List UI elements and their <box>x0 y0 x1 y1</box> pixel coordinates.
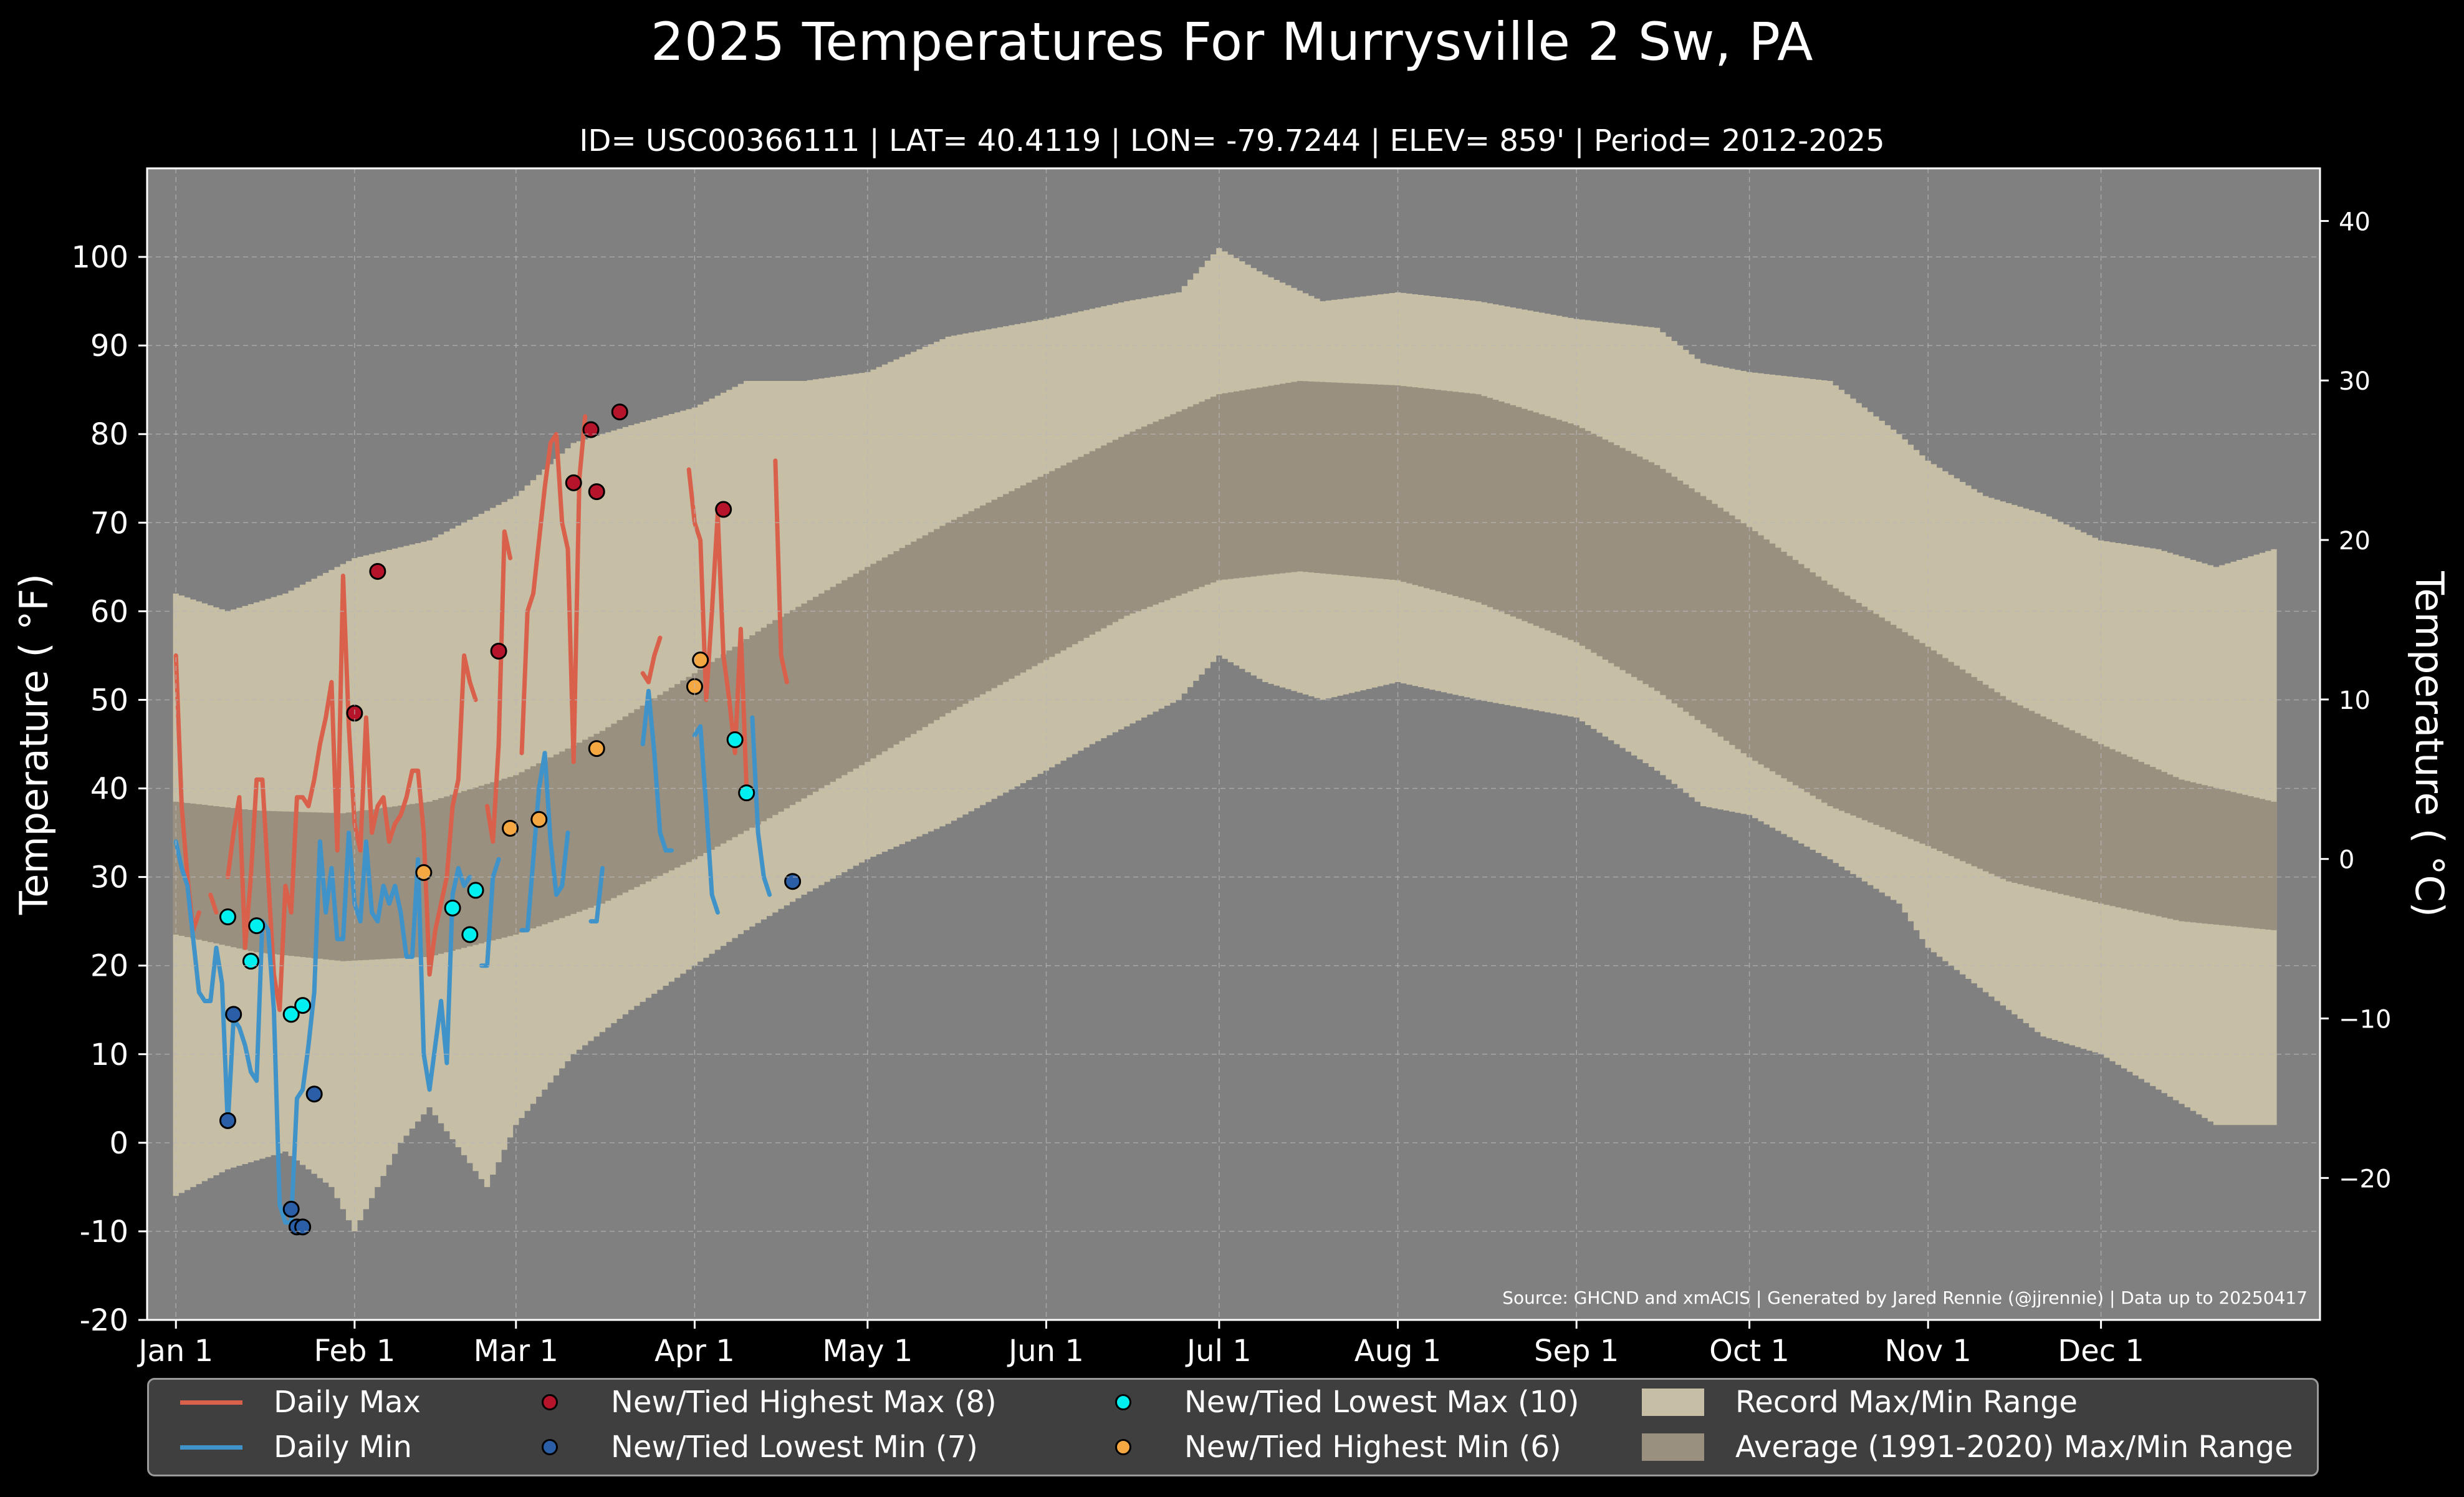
x-tick-label: Sep 1 <box>1534 1334 1619 1369</box>
x-tick-label: Oct 1 <box>1709 1334 1790 1369</box>
highest-min-swatch <box>1115 1439 1131 1455</box>
y-right-tick-label: −10 <box>2339 1006 2391 1034</box>
record-point <box>294 997 312 1014</box>
record-point <box>369 562 386 580</box>
record-point <box>219 908 236 926</box>
y-tick-label: 90 <box>90 329 128 363</box>
record-point <box>611 403 628 421</box>
x-tick-label: Aug 1 <box>1354 1334 1442 1369</box>
record-range-band <box>173 248 2277 1231</box>
legend-label: Daily Max <box>274 1385 421 1420</box>
legend-label: Record Max/Min Range <box>1735 1385 2078 1420</box>
record-point <box>282 1006 300 1023</box>
legend-item-normal-range: Average (1991-2020) Max/Min Range <box>1642 1430 2293 1465</box>
normal-range-band <box>173 380 2277 961</box>
legend-item-new-lowest-min: New/Tied Lowest Min (7) <box>504 1430 978 1465</box>
record-point <box>502 819 519 837</box>
x-tick-label: Dec 1 <box>2058 1334 2144 1369</box>
legend-item-new-highest-min: New/Tied Highest Min (6) <box>1078 1430 1561 1465</box>
y-tick-label: 0 <box>109 1126 128 1161</box>
x-tick-label: Jun 1 <box>1007 1334 1084 1369</box>
lowest-max-swatch <box>1115 1394 1131 1410</box>
y-tick-label: 100 <box>71 240 128 275</box>
legend-item-new-lowest-max: New/Tied Lowest Max (10) <box>1078 1385 1579 1420</box>
daily-min-swatch <box>180 1445 242 1450</box>
record-point <box>692 652 709 669</box>
y-right-tick-label: 10 <box>2339 686 2371 715</box>
record-point <box>588 483 605 501</box>
legend-item-new-highest-max: New/Tied Highest Max (8) <box>504 1385 997 1420</box>
y-tick-label: 30 <box>90 860 128 895</box>
legend-item-daily-min: Daily Min <box>180 1430 412 1465</box>
record-point <box>282 1200 300 1218</box>
record-point <box>565 474 582 491</box>
daily-max-swatch <box>180 1400 242 1405</box>
record-point <box>219 1112 236 1129</box>
record-point <box>248 917 266 935</box>
y-tick-label: 20 <box>90 949 128 984</box>
legend-label: New/Tied Lowest Min (7) <box>611 1430 978 1465</box>
record-point <box>242 953 259 970</box>
x-tick-label: Apr 1 <box>654 1334 735 1369</box>
y-right-tick-label: 0 <box>2339 846 2354 875</box>
chart-subtitle: ID= USC00366111 | LAT= 40.4119 | LON= -7… <box>579 123 1885 158</box>
y-axis-label: Temperature ( °F) <box>11 574 57 915</box>
legend-label: New/Tied Highest Max (8) <box>611 1385 997 1420</box>
x-tick-label: Mar 1 <box>474 1334 558 1369</box>
y-axis-label-right: Temperature ( °C) <box>2407 570 2452 917</box>
x-tick-label: May 1 <box>822 1334 913 1369</box>
record-point <box>294 1218 312 1236</box>
record-point <box>467 882 484 899</box>
x-tick-label: Jan 1 <box>137 1334 213 1369</box>
legend: Daily Max Daily Min New/Tied Highest Max… <box>147 1378 2319 1476</box>
y-tick-label: 40 <box>90 772 128 807</box>
plot-frame <box>146 167 2321 1321</box>
y-tick-label: -10 <box>80 1215 128 1249</box>
y-tick-label: 80 <box>90 417 128 452</box>
record-point <box>588 740 605 758</box>
y-right-tick-label: 40 <box>2339 208 2371 236</box>
x-tick-label: Nov 1 <box>1884 1334 1971 1369</box>
record-point <box>415 864 433 882</box>
legend-item-record-range: Record Max/Min Range <box>1642 1385 2078 1420</box>
record-point <box>490 642 507 660</box>
highest-max-swatch <box>542 1394 558 1410</box>
x-tick-label: Feb 1 <box>314 1334 395 1369</box>
y-tick-label: 50 <box>90 683 128 718</box>
record-point <box>784 873 802 890</box>
record-range-swatch <box>1642 1389 1704 1416</box>
y-right-tick-label: 20 <box>2339 527 2371 556</box>
legend-label: Average (1991-2020) Max/Min Range <box>1735 1430 2293 1465</box>
record-point <box>715 501 732 518</box>
legend-label: New/Tied Highest Min (6) <box>1184 1430 1561 1465</box>
normal-range-swatch <box>1642 1433 1704 1461</box>
legend-item-daily-max: Daily Max <box>180 1385 421 1420</box>
record-point <box>461 926 479 943</box>
y-tick-label: 10 <box>90 1037 128 1072</box>
y-tick-label: -20 <box>80 1303 128 1338</box>
lowest-min-swatch <box>542 1439 558 1455</box>
source-note: Source: GHCND and xmACIS | Generated by … <box>1502 1288 2308 1308</box>
legend-label: New/Tied Lowest Max (10) <box>1184 1385 1580 1420</box>
y-tick-label: 70 <box>90 506 128 541</box>
y-right-tick-label: −20 <box>2339 1165 2391 1193</box>
record-point <box>305 1085 323 1103</box>
record-point <box>444 899 461 917</box>
record-point <box>738 784 755 802</box>
record-point <box>225 1006 242 1023</box>
legend-label: Daily Min <box>274 1430 412 1465</box>
y-right-tick-label: 30 <box>2339 367 2371 396</box>
chart-title: 2025 Temperatures For Murrysville 2 Sw, … <box>650 11 1814 72</box>
record-point <box>582 421 600 438</box>
y-tick-label: 60 <box>90 594 128 629</box>
record-point <box>530 811 548 828</box>
record-point <box>726 731 744 748</box>
x-tick-label: Jul 1 <box>1185 1334 1252 1369</box>
